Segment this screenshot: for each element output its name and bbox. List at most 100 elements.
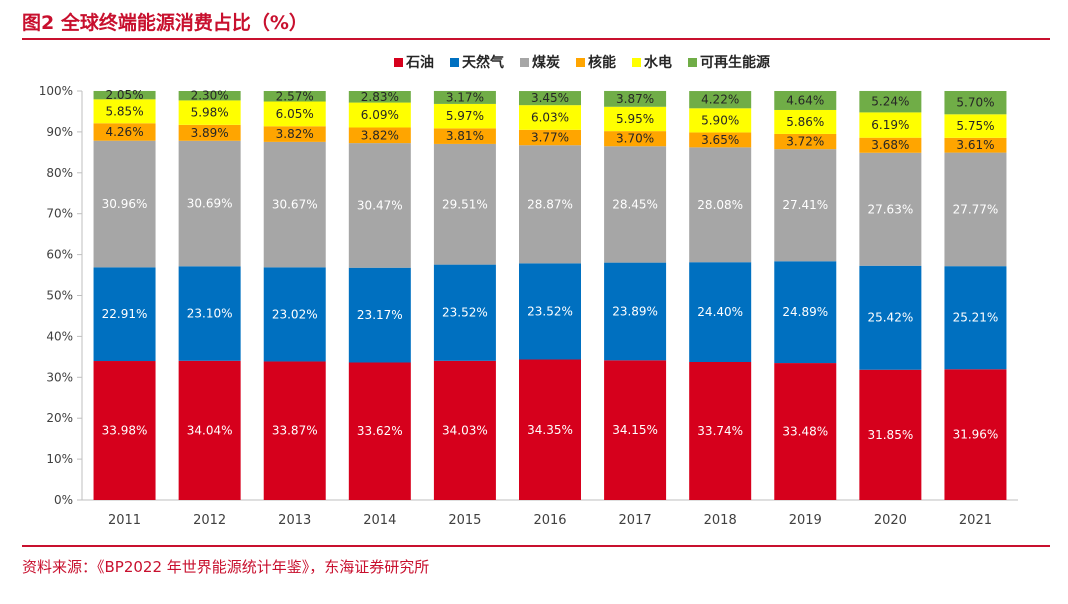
bar-segment	[93, 267, 156, 362]
bar-segment	[859, 152, 922, 266]
x-tick-label: 2016	[533, 513, 566, 528]
bar-segment	[774, 133, 837, 150]
legend-label: 水电	[644, 54, 672, 71]
bar-segment	[944, 369, 1007, 500]
bar-segment	[263, 91, 326, 102]
x-tick-label: 2018	[704, 513, 737, 528]
data-label: 3.70%	[616, 132, 654, 146]
x-tick-label: 2013	[278, 513, 311, 528]
bar-segment	[348, 102, 411, 128]
bar-segment	[178, 140, 241, 267]
bar-segment	[263, 141, 326, 268]
data-label: 4.64%	[786, 93, 824, 107]
y-tick-label: 100%	[39, 84, 73, 98]
bar-segment	[604, 106, 667, 132]
legend-swatch	[520, 58, 529, 67]
data-label: 34.15%	[612, 423, 658, 437]
legend-label: 煤炭	[532, 54, 560, 71]
y-tick-label: 70%	[46, 207, 73, 221]
data-label: 5.90%	[701, 113, 739, 127]
bar-segment	[689, 91, 752, 109]
x-tick-label: 2011	[108, 513, 141, 528]
bar-segment	[689, 362, 752, 500]
data-label: 30.47%	[357, 198, 403, 212]
bar-segment	[93, 140, 156, 268]
legend-swatch	[394, 58, 403, 67]
bar-segment	[178, 360, 241, 500]
data-label: 5.97%	[446, 109, 484, 123]
bar-segment	[944, 91, 1007, 115]
data-label: 30.96%	[102, 197, 148, 211]
bar-segment	[689, 132, 752, 148]
bar-segment	[433, 143, 496, 265]
bar-segment	[859, 265, 922, 370]
bar-segment	[604, 90, 667, 107]
y-tick-label: 60%	[46, 248, 73, 262]
data-label: 23.52%	[527, 304, 573, 318]
bar-segment	[348, 91, 411, 103]
bar-segment	[178, 100, 241, 125]
legend-label: 天然气	[462, 54, 504, 71]
bar-segment	[774, 149, 837, 262]
bar-segment	[348, 127, 411, 144]
bar-segment	[93, 99, 156, 124]
bar-segment	[93, 361, 156, 500]
bar-segment	[433, 128, 496, 144]
bar-segment	[944, 114, 1007, 138]
data-label: 28.45%	[612, 197, 658, 211]
legend-swatch	[576, 58, 585, 67]
data-label: 3.68%	[871, 138, 909, 152]
bar-segment	[519, 129, 581, 146]
bar-segment	[519, 145, 581, 264]
data-label: 3.61%	[956, 138, 994, 152]
bar-segment	[519, 263, 581, 360]
x-tick-label: 2012	[193, 513, 226, 528]
title-divider	[22, 38, 1050, 40]
data-label: 2.57%	[276, 89, 314, 103]
legend-swatch	[450, 58, 459, 67]
bar-segment	[604, 131, 667, 147]
data-label: 28.08%	[697, 198, 743, 212]
data-label: 2.83%	[361, 90, 399, 104]
data-label: 22.91%	[102, 307, 148, 321]
x-tick-label: 2015	[448, 513, 481, 528]
data-label: 5.86%	[786, 115, 824, 129]
data-label: 3.89%	[191, 126, 229, 140]
data-label: 23.52%	[442, 306, 488, 320]
data-label: 5.24%	[871, 95, 909, 109]
data-label: 2.30%	[191, 89, 229, 103]
data-label: 33.62%	[357, 424, 403, 438]
data-label: 30.67%	[272, 198, 318, 212]
data-label: 2.05%	[105, 88, 143, 102]
bar-segment	[944, 152, 1007, 267]
data-label: 4.26%	[105, 125, 143, 139]
y-tick-label: 80%	[46, 166, 73, 180]
data-label: 27.41%	[782, 198, 828, 212]
data-label: 3.17%	[446, 90, 484, 104]
data-label: 23.10%	[187, 307, 233, 321]
data-label: 30.69%	[187, 197, 233, 211]
y-tick-label: 20%	[46, 411, 73, 425]
data-label: 3.87%	[616, 92, 654, 106]
bar-segment	[348, 267, 411, 363]
data-label: 3.77%	[531, 131, 569, 145]
source-note: 资料来源：《BP2022 年世界能源统计年鉴》，东海证券研究所	[22, 558, 430, 576]
data-label: 28.87%	[527, 197, 573, 211]
x-tick-label: 2021	[959, 513, 992, 528]
legend-swatch	[688, 58, 697, 67]
data-label: 24.89%	[782, 305, 828, 319]
bar-segment	[859, 112, 922, 138]
data-label: 3.72%	[786, 135, 824, 149]
data-label: 23.02%	[272, 307, 318, 321]
legend-label: 可再生能源	[700, 54, 770, 71]
data-label: 5.75%	[956, 119, 994, 133]
bar-segment	[178, 266, 241, 361]
data-label: 3.81%	[446, 129, 484, 143]
figure-title: 图2 全球终端能源消费占比（%）	[22, 12, 308, 34]
bar-segment	[859, 90, 922, 113]
bar-segment	[519, 359, 581, 500]
data-label: 34.35%	[527, 423, 573, 437]
source-divider	[22, 545, 1050, 547]
bar-segment	[604, 146, 667, 263]
